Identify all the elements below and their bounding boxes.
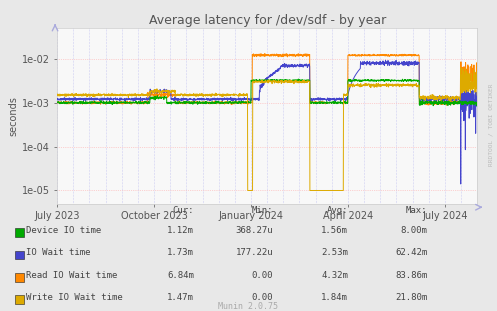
Text: 368.27u: 368.27u	[236, 226, 273, 235]
Text: Min:: Min:	[252, 206, 273, 215]
Text: 62.42m: 62.42m	[395, 248, 427, 257]
Text: Write IO Wait time: Write IO Wait time	[26, 293, 123, 302]
Text: Read IO Wait time: Read IO Wait time	[26, 271, 117, 280]
Text: 8.00m: 8.00m	[401, 226, 427, 235]
Y-axis label: seconds: seconds	[9, 96, 19, 136]
Text: 1.73m: 1.73m	[167, 248, 194, 257]
Text: 1.12m: 1.12m	[167, 226, 194, 235]
Text: 0.00: 0.00	[252, 293, 273, 302]
Text: 1.56m: 1.56m	[321, 226, 348, 235]
Text: 177.22u: 177.22u	[236, 248, 273, 257]
Text: RRDTOOL / TOBI OETIKER: RRDTOOL / TOBI OETIKER	[489, 83, 494, 166]
Text: 1.47m: 1.47m	[167, 293, 194, 302]
Text: 21.80m: 21.80m	[395, 293, 427, 302]
Text: 0.00: 0.00	[252, 271, 273, 280]
Text: IO Wait time: IO Wait time	[26, 248, 90, 257]
Text: Munin 2.0.75: Munin 2.0.75	[219, 302, 278, 311]
Text: Device IO time: Device IO time	[26, 226, 101, 235]
Title: Average latency for /dev/sdf - by year: Average latency for /dev/sdf - by year	[149, 14, 386, 27]
Text: 6.84m: 6.84m	[167, 271, 194, 280]
Text: 83.86m: 83.86m	[395, 271, 427, 280]
Text: 2.53m: 2.53m	[321, 248, 348, 257]
Text: 1.84m: 1.84m	[321, 293, 348, 302]
Text: Max:: Max:	[406, 206, 427, 215]
Text: 4.32m: 4.32m	[321, 271, 348, 280]
Text: Avg:: Avg:	[327, 206, 348, 215]
Text: Cur:: Cur:	[172, 206, 194, 215]
